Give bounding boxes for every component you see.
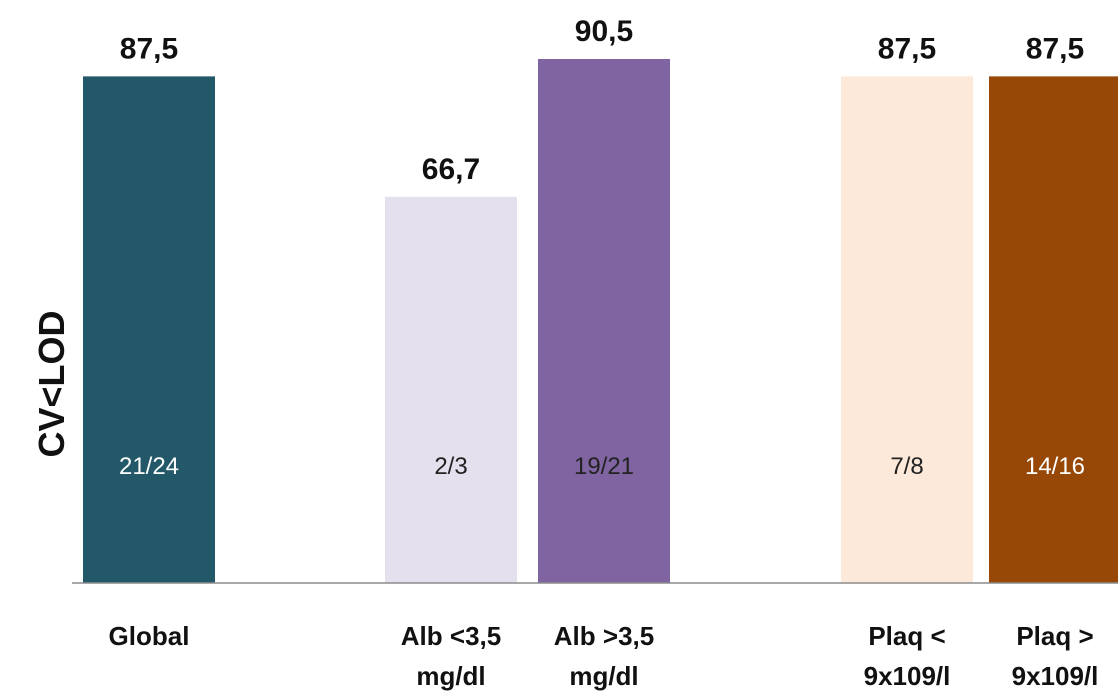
- bar-group: 66,7 2/3 Alb <3,5 mg/dl: [385, 153, 517, 691]
- bar-group: 90,5 19/21 Alb >3,5 mg/dl: [538, 15, 670, 691]
- category-label-line: mg/dl: [416, 661, 485, 691]
- data-label: 66,7: [422, 153, 480, 186]
- fraction-label: 21/24: [119, 453, 179, 480]
- bar: [83, 76, 215, 583]
- bar: [989, 76, 1118, 583]
- bar-group: 87,5 7/8 Plaq < 9x109/l: [841, 32, 973, 691]
- y-axis-title: CV<LOD: [31, 310, 72, 457]
- category-label-line: Alb >3,5: [554, 621, 654, 651]
- category-label-line: Plaq <: [868, 621, 945, 651]
- category-label-line: 9x109/l: [864, 661, 951, 691]
- category-label: Plaq > 9x109/l: [1012, 621, 1099, 691]
- fraction-label: 7/8: [890, 453, 923, 480]
- data-label: 87,5: [1026, 32, 1084, 65]
- category-label: Global: [109, 621, 190, 651]
- fraction-label: 14/16: [1025, 453, 1085, 480]
- category-label-line: Alb <3,5: [401, 621, 501, 651]
- category-label: Plaq < 9x109/l: [864, 621, 951, 691]
- bar-group: 87,5 21/24 Global: [83, 32, 215, 651]
- category-label-line: 9x109/l: [1012, 661, 1099, 691]
- fraction-label: 2/3: [434, 453, 467, 480]
- bar: [385, 196, 517, 583]
- category-label: Alb >3,5 mg/dl: [554, 621, 654, 691]
- data-label: 87,5: [878, 32, 936, 65]
- fraction-label: 19/21: [574, 453, 634, 480]
- category-label-line: mg/dl: [569, 661, 638, 691]
- data-label: 90,5: [575, 15, 633, 48]
- category-label: Alb <3,5 mg/dl: [401, 621, 501, 691]
- data-label: 87,5: [120, 32, 178, 65]
- bar: [841, 76, 973, 583]
- category-label-line: Global: [109, 621, 190, 651]
- bar-group: 87,5 14/16 Plaq > 9x109/l: [989, 32, 1118, 691]
- bar: [538, 59, 670, 583]
- bars-layer: 87,5 21/24 Global 66,7 2/3 Alb <3,5 mg/dl 90,5 1…: [83, 15, 1118, 691]
- category-label-line: Plaq >: [1016, 621, 1093, 651]
